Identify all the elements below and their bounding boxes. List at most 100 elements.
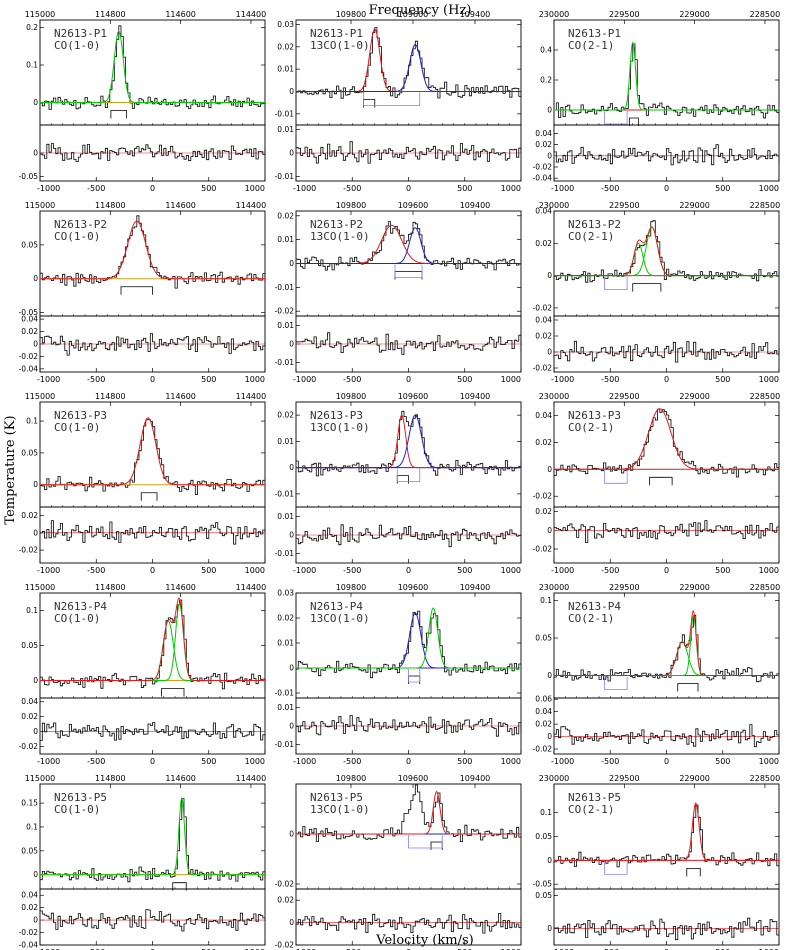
y-tick-label: -0.02 <box>533 303 553 312</box>
freq-tick-label: 109800 <box>336 392 367 401</box>
velocity-tick-label: 0 <box>406 566 411 575</box>
source-label: N2613-P2 <box>568 218 621 231</box>
reference-window-box <box>408 669 421 683</box>
y-tick-label: 0.04 <box>535 207 552 216</box>
reference-window-box <box>363 92 421 106</box>
y-tick-label: 0 <box>289 918 294 927</box>
y-tick-label: 0 <box>289 531 294 540</box>
freq-tick-label: 228500 <box>750 774 781 783</box>
y-tick-label: 0 <box>289 830 294 839</box>
residual-trace <box>40 909 266 932</box>
y-tick-label: -0.05 <box>19 308 39 317</box>
y-tick-label: 0 <box>547 924 552 933</box>
freq-tick-label: 114400 <box>236 583 267 592</box>
residual-trace <box>296 141 522 164</box>
line-window-box <box>363 99 376 108</box>
spectrum-panel: 109800 109600 109400 0.03 0.02 0.01 0 -0.01 N261… <box>275 583 522 766</box>
spectrum-trace <box>554 43 780 119</box>
line-label: 13CO(1-0) <box>310 421 370 434</box>
source-label: N2613-P1 <box>54 27 107 40</box>
y-tick-label: 0.15 <box>21 799 38 808</box>
y-tick-label: -0.02 <box>533 364 553 373</box>
y-tick-label: 0.03 <box>277 589 294 598</box>
source-label: N2613-P1 <box>310 27 363 40</box>
y-tick-label: 0.05 <box>21 448 38 457</box>
source-label: N2613-P2 <box>54 218 107 231</box>
line-window-box <box>172 882 187 891</box>
velocity-tick-label: -1000 <box>293 948 316 950</box>
line-label: CO(1-0) <box>54 421 100 434</box>
source-label: N2613-P4 <box>568 600 621 613</box>
freq-tick-label: 114400 <box>236 201 267 210</box>
freq-tick-label: 228500 <box>750 201 781 210</box>
total-fit <box>554 610 779 676</box>
y-tick-label: 0.02 <box>277 614 294 623</box>
freq-tick-label: 230000 <box>539 583 570 592</box>
line-label: CO(2-1) <box>568 612 614 625</box>
velocity-tick-label: 0 <box>406 948 411 950</box>
velocity-tick-label: 500 <box>715 375 730 384</box>
y-tick-label: -0.02 <box>275 307 295 316</box>
velocity-tick-label: -1000 <box>293 566 316 575</box>
line-window-box <box>686 867 701 877</box>
line-window-box <box>396 475 409 484</box>
freq-tick-label: 230000 <box>539 774 570 783</box>
y-tick-label: 0.05 <box>535 832 552 841</box>
source-label: N2613-P1 <box>568 27 621 40</box>
spectrum-panel: 115000 114800 114600 114400 0.05 0 -0.05 N2613-… <box>19 201 267 384</box>
y-tick-label: 0 <box>33 916 38 925</box>
residual-trace <box>296 524 522 548</box>
component-fit <box>40 620 265 681</box>
y-tick-label: 0.2 <box>26 23 38 32</box>
source-label: N2613-P5 <box>54 791 107 804</box>
y-tick-label: 0 <box>289 259 294 268</box>
velocity-tick-label: 1000 <box>245 757 265 766</box>
y-tick-label: 0.1 <box>26 417 38 426</box>
velocity-tick-label: -500 <box>343 184 361 193</box>
spectrum-trace <box>40 599 266 690</box>
y-tick-label: -0.02 <box>533 163 553 172</box>
y-tick-label: 0.02 <box>535 507 552 516</box>
y-tick-label: 0.02 <box>277 896 294 905</box>
freq-tick-label: 230000 <box>539 10 570 19</box>
spectrum-panel: 230000 229500 229000 228500 0.4 0.2 0 N2613-P1C… <box>533 10 781 193</box>
y-tick-label: -0.02 <box>275 941 295 950</box>
residual-trace <box>40 520 266 545</box>
y-tick-label: -0.02 <box>19 928 39 937</box>
y-tick-label: -0.01 <box>275 549 295 558</box>
spectrum-trace <box>554 614 780 683</box>
reference-window-box <box>394 264 423 278</box>
velocity-tick-label: -1000 <box>293 757 316 766</box>
reference-window-box <box>604 861 628 875</box>
velocity-tick-label: -500 <box>601 375 619 384</box>
spectrum-panel: 230000 229500 229000 228500 0.1 0.05 0 N2613-P4… <box>533 583 781 766</box>
velocity-tick-label: -500 <box>87 566 105 575</box>
line-window-box <box>394 271 423 280</box>
y-tick-label: 0.02 <box>277 211 294 220</box>
y-tick-label: 0 <box>289 340 294 349</box>
spectrum-trace <box>40 25 266 110</box>
line-window-box <box>628 117 639 126</box>
y-tick-label: 0.05 <box>21 240 38 249</box>
residual-frame <box>553 697 780 755</box>
y-tick-label: -0.01 <box>275 740 295 749</box>
velocity-tick-label: -1000 <box>551 375 574 384</box>
reference-window-box <box>604 470 628 484</box>
velocity-tick-label: -1000 <box>551 948 574 950</box>
freq-tick-label: 114400 <box>236 392 267 401</box>
spectrum-panel: 115000 114800 114600 114400 0.1 0.05 0 N2613-P4… <box>19 583 267 766</box>
residual-trace <box>554 520 780 543</box>
y-tick-label: 0.06 <box>535 695 552 704</box>
velocity-tick-label: 500 <box>457 375 472 384</box>
y-tick-label: 0 <box>33 98 38 107</box>
line-label: CO(1-0) <box>54 803 100 816</box>
y-tick-label: -0.01 <box>275 172 295 181</box>
freq-tick-label: 115000 <box>25 201 56 210</box>
y-tick-label: -0.04 <box>19 941 39 950</box>
frequency-axis-title: Frequency (Hz) <box>369 3 472 18</box>
freq-tick-label: 109600 <box>398 583 429 592</box>
y-tick-label: 0 <box>33 480 38 489</box>
line-label: 13CO(1-0) <box>310 612 370 625</box>
residual-trace <box>296 332 522 355</box>
component-fit <box>554 41 779 111</box>
